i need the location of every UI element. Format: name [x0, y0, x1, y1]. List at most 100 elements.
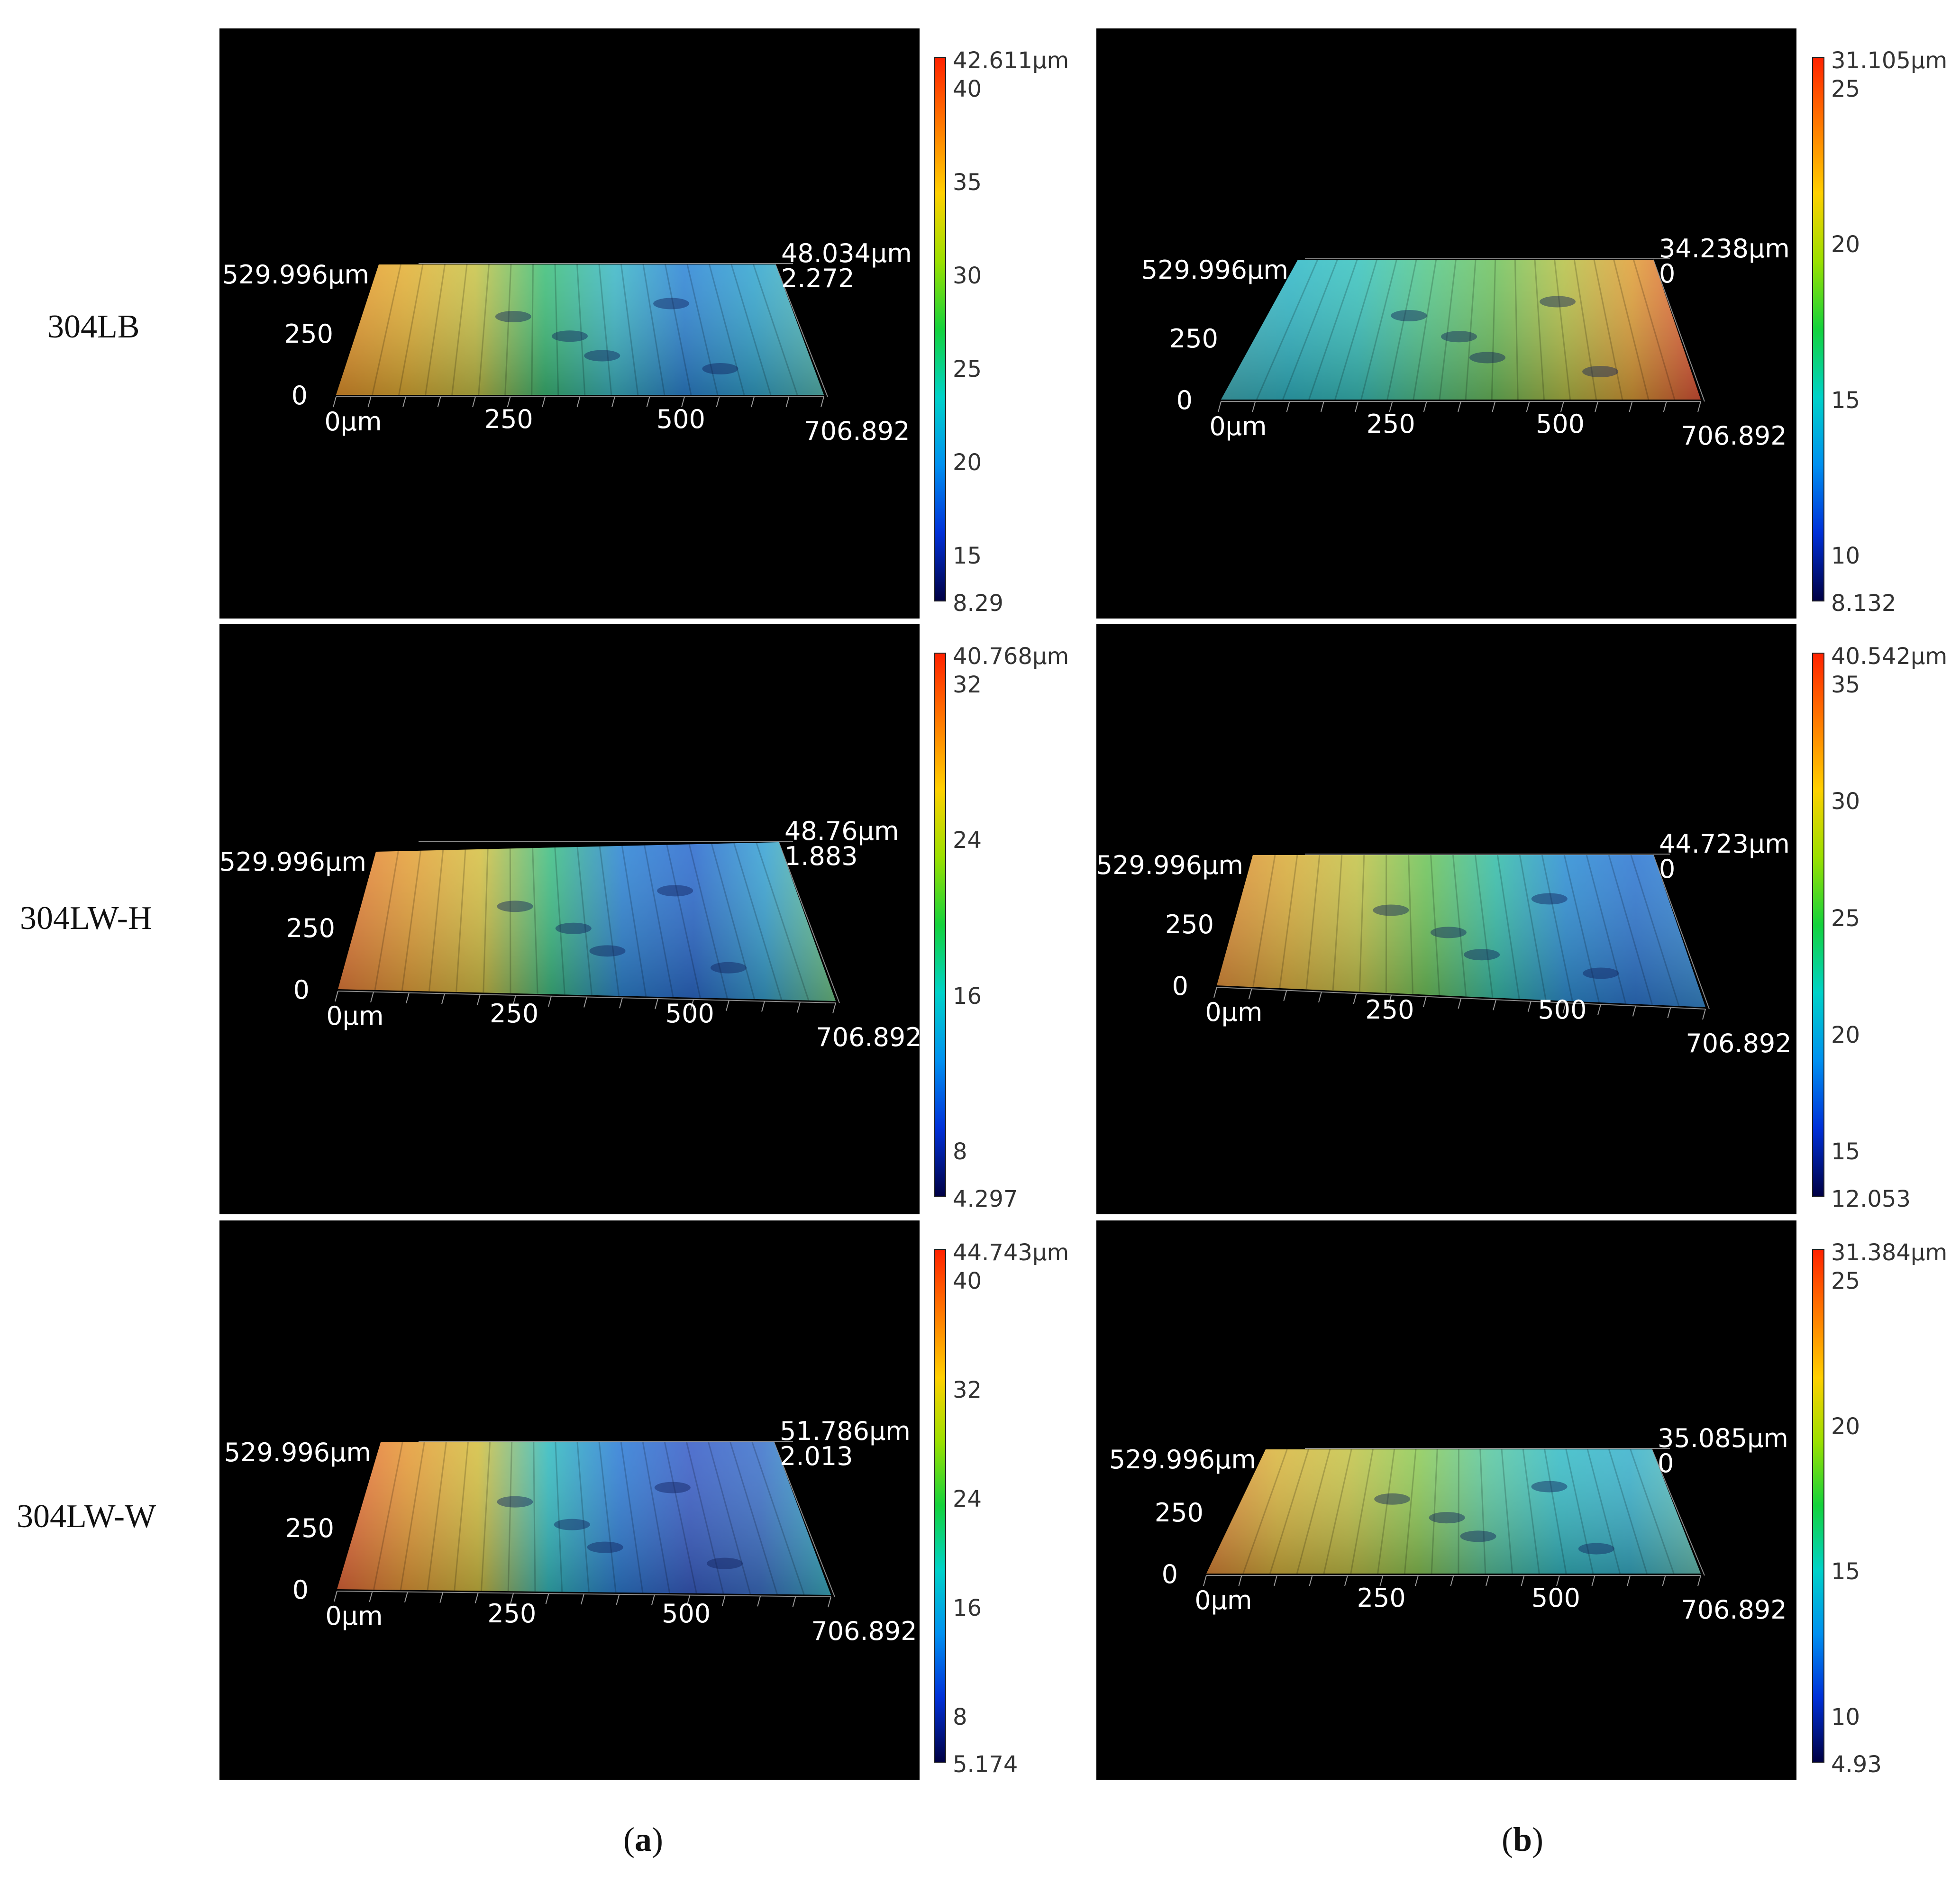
x-axis-max-label: 706.892 [1681, 421, 1787, 451]
y-axis-max-label: 529.996µm [222, 260, 369, 290]
x-axis-ticks [1203, 1575, 1701, 1586]
surface-pits [497, 885, 747, 974]
surface-texture [374, 842, 810, 1001]
scale-tick-label: 10 [1831, 543, 1860, 569]
origin-label: 0 [1162, 1559, 1178, 1589]
y-axis-tick-250: 250 [286, 913, 335, 943]
z-axis-min-label: 0 [1658, 1448, 1674, 1478]
x-axis-tick-500: 500 [1532, 1583, 1580, 1613]
x-axis-ticks [333, 396, 824, 408]
scale-tick-label: 8 [953, 1704, 967, 1730]
color-scale-bar-b1 [1812, 57, 1824, 601]
surface-pits [1374, 1481, 1614, 1555]
scale-max-label: 31.105µm [1831, 47, 1948, 74]
scale-tick-label: 40 [953, 1268, 982, 1294]
origin-label: 0 [1176, 385, 1193, 415]
y-axis-tick-250: 250 [1155, 1498, 1203, 1528]
row-label-304lw-h: 304LW-H [20, 900, 152, 937]
y-axis-tick-250: 250 [1165, 910, 1214, 939]
row-label-304lw-w: 304LW-W [17, 1498, 156, 1535]
scale-tick-label: 20 [1831, 231, 1860, 258]
surface-pits [497, 1482, 743, 1569]
z-axis-max-label: 48.76µm [784, 816, 899, 846]
origin-label: 0 [293, 975, 310, 1005]
panel-a1: 529.996µm 250 0 0µm 250 500 706.892 48.034µm 2.2… [219, 28, 920, 619]
x-axis-tick-250: 250 [1357, 1583, 1406, 1613]
scale-tick-label: 15 [1831, 1138, 1860, 1165]
scale-tick-label: 30 [953, 263, 982, 289]
panel-b1: 529.996µm 250 0 0µm 250 500 706.892 34.238µm 0 [1096, 28, 1796, 619]
caption-b-open: ( [1502, 1820, 1513, 1858]
x-axis-tick-250: 250 [1367, 409, 1415, 439]
scale-min-label: 12.053 [1831, 1186, 1911, 1212]
z-axis-min-label: 2.272 [781, 264, 855, 293]
surface-pits [1373, 893, 1619, 979]
x-axis-tick-500: 500 [662, 1599, 711, 1629]
color-scale-bar-b3 [1812, 1249, 1824, 1763]
surface-texture [1252, 855, 1680, 1006]
x-axis-tick-250: 250 [487, 1599, 536, 1629]
scale-tick-label: 20 [953, 449, 982, 476]
y-axis-tick-250: 250 [1169, 324, 1218, 354]
right-axis [778, 842, 840, 1003]
caption-b-close: ) [1532, 1820, 1544, 1858]
scale-max-label: 42.611µm [953, 47, 1069, 74]
y-axis-max-label: 529.996µm [1096, 850, 1243, 880]
surface-texture [1256, 259, 1676, 400]
scale-tick-label: 40 [953, 76, 982, 102]
right-axis [774, 1442, 835, 1597]
color-scale-bar-a3 [934, 1249, 946, 1763]
profile-plot-a3: 529.996µm 250 0 0µm 250 500 706.892 51.786µm2.0… [224, 1416, 917, 1646]
x-axis-tick-500: 500 [656, 404, 705, 434]
x-axis-tick-500: 500 [665, 999, 714, 1028]
scale-tick-label: 15 [1831, 1558, 1860, 1585]
scale-tick-label: 16 [953, 1595, 982, 1621]
x-axis-tick-0: 0µm [1205, 997, 1262, 1027]
x-axis-tick-0: 0µm [325, 1601, 383, 1631]
scale-tick-label: 35 [953, 169, 982, 196]
scale-max-label: 44.743µm [953, 1239, 1069, 1266]
y-axis-tick-250: 250 [285, 1513, 334, 1543]
scale-tick-label: 15 [1831, 387, 1860, 414]
x-axis-tick-0: 0µm [324, 407, 382, 437]
scale-tick-label: 32 [953, 1377, 982, 1403]
z-axis-max-label: 34.238µm [1659, 234, 1790, 264]
panel-b3: 529.996µm 250 0 0µm 250 500 706.892 35.085µm 0 [1096, 1220, 1796, 1780]
surface-texture [372, 264, 798, 395]
x-axis-tick-250: 250 [484, 404, 533, 434]
scale-min-label: 5.174 [953, 1751, 1018, 1778]
panel-b2: 529.996µm 250 0 0µm 250 500 706.892 44.723µm 0 [1096, 624, 1796, 1214]
x-axis-ticks [335, 991, 836, 1014]
caption-a-open: ( [623, 1820, 635, 1858]
z-axis-min-label: 2.013 [780, 1441, 853, 1471]
surface-pits [495, 298, 738, 374]
y-axis-max-label: 529.996µm [224, 1438, 371, 1467]
x-axis-tick-0: 0µm [1209, 411, 1267, 441]
x-axis-tick-500: 500 [1538, 995, 1586, 1025]
scale-tick-label: 16 [953, 983, 982, 1010]
scale-tick-label: 25 [953, 356, 982, 382]
surface-texture [373, 1442, 805, 1595]
surface-shading [1217, 855, 1705, 1007]
panel-a2: 529.996µm 250 0 0µm 250 500 706.892 48.76µm 1.88… [219, 624, 922, 1214]
z-axis-max-label: 48.034µm [781, 238, 912, 268]
scale-min-label: 4.93 [1831, 1751, 1882, 1778]
x-axis-ticks [1218, 401, 1701, 412]
caption-b: (b) [1502, 1820, 1543, 1859]
x-axis-max-label: 706.892 [816, 1022, 920, 1052]
caption-a: (a) [623, 1820, 663, 1859]
scale-tick-label: 24 [953, 827, 982, 854]
y-axis-tick-250: 250 [284, 319, 333, 349]
surface-shading [1221, 260, 1701, 400]
x-axis-tick-0: 0µm [1194, 1585, 1252, 1615]
color-scale-bar-a2 [934, 653, 946, 1197]
x-axis-max-label: 706.892 [1686, 1028, 1791, 1058]
scale-tick-label: 8 [953, 1138, 967, 1165]
z-axis-min-label: 1.883 [784, 841, 858, 871]
surface-texture [1242, 1449, 1675, 1574]
origin-label: 0 [292, 381, 308, 410]
x-axis-ticks [334, 1591, 831, 1608]
